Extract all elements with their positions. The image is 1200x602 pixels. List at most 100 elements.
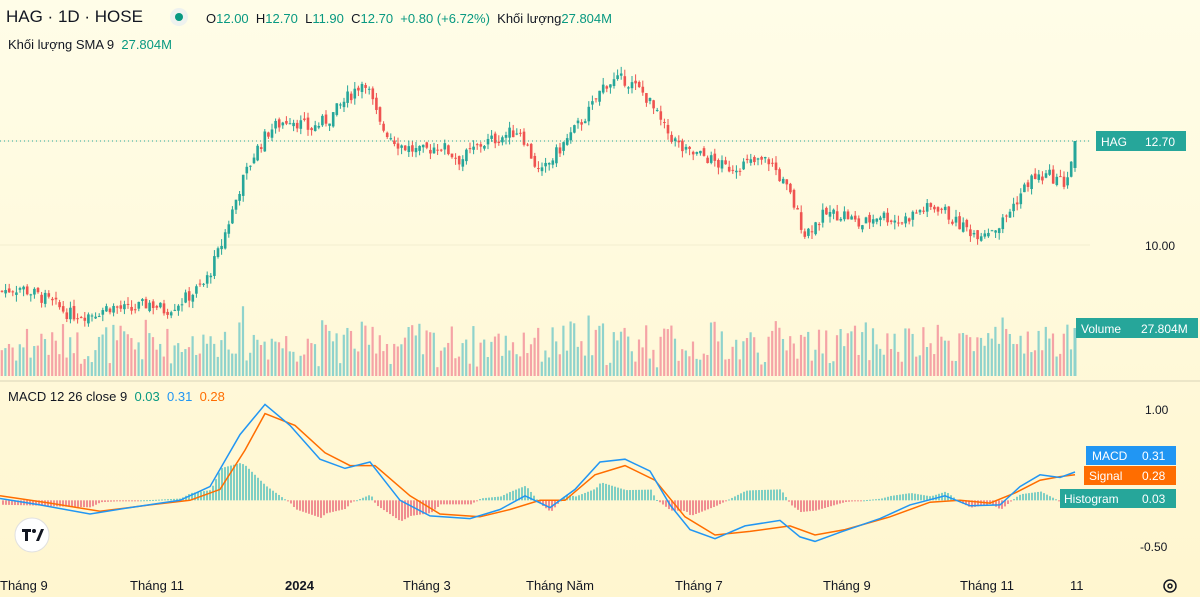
candle-body — [601, 84, 605, 93]
histogram-bar — [740, 493, 742, 501]
x-label-5: Tháng 7 — [675, 578, 723, 593]
histogram-bar — [509, 492, 511, 501]
histogram-bar — [845, 500, 847, 502]
candle-body — [493, 133, 497, 144]
volume-bar — [346, 327, 349, 376]
candle-body — [958, 216, 961, 230]
volume-bar — [756, 352, 759, 376]
histogram-bar — [398, 500, 400, 521]
volume-bar — [1023, 353, 1026, 376]
volume-bar — [187, 347, 191, 376]
tradingview-logo-icon[interactable] — [14, 517, 50, 553]
volume-bar — [807, 331, 810, 376]
candle-body — [691, 151, 695, 155]
volume-bar — [378, 335, 381, 376]
volume-bar — [918, 355, 921, 376]
histogram-bar — [107, 500, 109, 502]
volume-bar — [288, 351, 291, 376]
volume-bar — [551, 327, 554, 376]
histogram-bar — [800, 500, 802, 513]
candle-body — [83, 317, 87, 321]
volume-bar — [688, 356, 691, 376]
candle-body — [616, 75, 619, 80]
histogram-bar — [878, 498, 880, 501]
volume-bar — [598, 325, 601, 376]
histogram-bar — [599, 483, 601, 501]
volume-bar — [479, 342, 482, 376]
candle-body — [421, 144, 425, 148]
histogram-bar — [971, 500, 973, 508]
volume-bar — [817, 329, 821, 376]
volume-bar — [267, 359, 270, 376]
histogram-bar — [452, 500, 454, 505]
volume-bar — [576, 346, 579, 376]
candle-body — [321, 115, 324, 126]
histogram-bar — [491, 497, 493, 501]
volume-bar — [875, 344, 878, 376]
volume-bar — [144, 319, 147, 376]
candle-body — [720, 160, 724, 169]
histogram-bar — [914, 493, 916, 501]
volume-bar — [544, 350, 547, 376]
volume-bar — [497, 333, 500, 376]
candle-body — [699, 150, 702, 154]
candle-body — [303, 118, 306, 120]
volume-bar — [353, 348, 356, 376]
histogram-bar — [494, 497, 496, 501]
histogram-bar — [488, 497, 490, 501]
volume-bar — [126, 334, 129, 376]
volume-bar — [439, 350, 443, 376]
candle-body — [249, 165, 252, 167]
candle-body — [580, 122, 583, 125]
volume-bar — [360, 321, 363, 376]
histogram-bar — [5, 500, 7, 505]
volume-bar — [130, 338, 133, 376]
histogram-bar — [407, 500, 409, 518]
histogram-bar — [989, 500, 991, 504]
histogram-bar — [677, 500, 679, 511]
histogram-bar — [101, 500, 103, 503]
histogram-bar — [341, 500, 343, 510]
candle-body — [864, 217, 868, 224]
histogram-bar — [839, 500, 841, 504]
volume-bar — [209, 336, 212, 376]
candle-body — [101, 310, 105, 315]
volume-bar — [864, 322, 867, 376]
histogram-bar — [563, 496, 565, 501]
settings-gear-icon[interactable] — [1163, 579, 1177, 593]
candle-body — [407, 146, 411, 153]
histogram-bar — [869, 499, 871, 501]
volume-bar — [349, 330, 353, 376]
histogram-bar — [251, 471, 253, 501]
volume-bar — [508, 350, 511, 376]
volume-bar — [979, 337, 983, 376]
histogram-bar — [401, 500, 403, 521]
candle-body — [223, 232, 227, 249]
candle-body — [162, 303, 166, 314]
volume-bar — [1030, 352, 1033, 376]
volume-bar — [177, 343, 180, 376]
histogram-bar — [296, 500, 298, 510]
candle-body — [468, 148, 472, 150]
histogram-bar — [803, 500, 805, 512]
volume-bar — [706, 354, 709, 376]
volume-bar — [259, 344, 263, 376]
candle-body — [630, 82, 634, 89]
symbol-title[interactable]: HAG · 1D · HOSE — [6, 7, 143, 26]
candle-body — [94, 316, 97, 319]
histogram-bar — [503, 494, 505, 501]
histogram-bar — [161, 499, 163, 501]
volume-bar — [583, 355, 587, 376]
volume-bar — [324, 324, 327, 376]
histogram-bar — [239, 463, 241, 501]
histogram-bar — [866, 500, 868, 502]
histogram-bar — [2, 500, 4, 505]
candle-body — [609, 84, 612, 88]
volume-bar — [828, 363, 831, 376]
histogram-bar — [830, 500, 832, 507]
candle-body — [936, 207, 940, 212]
volume-bar — [810, 360, 813, 376]
candle-body — [994, 230, 997, 233]
candle-body — [472, 146, 475, 150]
